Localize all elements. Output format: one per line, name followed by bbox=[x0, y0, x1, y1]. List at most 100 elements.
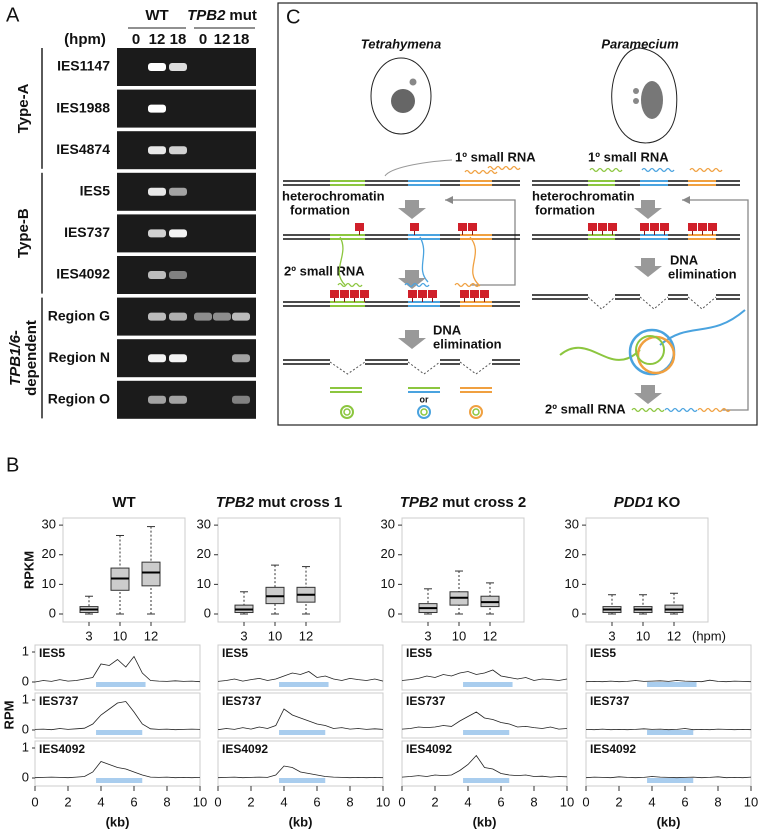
excision-gap bbox=[459, 361, 493, 375]
chart-title: WT bbox=[112, 494, 135, 511]
x-tick-label: 3 bbox=[85, 628, 92, 643]
ies-region bbox=[647, 778, 694, 783]
heterochromatin-mark bbox=[480, 290, 489, 298]
x-axis-label: (kb) bbox=[657, 814, 681, 829]
excised-circle bbox=[417, 405, 431, 419]
ies-region bbox=[279, 778, 326, 783]
x-tick-label: 6 bbox=[130, 794, 137, 809]
row-label: IES5 bbox=[80, 183, 111, 199]
excision-gap bbox=[407, 361, 441, 375]
gel-band bbox=[232, 354, 250, 363]
coverage-trace bbox=[585, 728, 752, 731]
group-text: Type-A bbox=[15, 83, 32, 133]
excised-circle bbox=[635, 335, 665, 365]
step-label: 1º small RNA bbox=[588, 149, 669, 164]
x-tick-label: 0 bbox=[398, 794, 405, 809]
y-tick-label: 0 bbox=[49, 605, 56, 620]
x-tick-label: 10 bbox=[376, 794, 390, 809]
trace-frame bbox=[401, 644, 568, 691]
gel-band bbox=[232, 395, 250, 404]
x-tick-label: 3 bbox=[424, 628, 431, 643]
chart-title: TPB2 mut cross 2 bbox=[400, 494, 527, 511]
gene: TPB2 bbox=[400, 494, 439, 511]
x-tick-label: 0 bbox=[214, 794, 221, 809]
excision-gap bbox=[329, 361, 366, 375]
y-tick-label: 0 bbox=[388, 605, 395, 620]
coverage-trace bbox=[401, 711, 568, 730]
y-tick-label: 10 bbox=[197, 576, 211, 591]
x-tick-label: 6 bbox=[681, 794, 688, 809]
x-tick-label: 8 bbox=[163, 794, 170, 809]
y-tick-label: 1 bbox=[22, 691, 29, 706]
y-tick-label: 20 bbox=[381, 546, 395, 561]
step-label: DNA bbox=[670, 252, 699, 267]
lane-label: 0 bbox=[199, 31, 207, 48]
heterochromatin-mark bbox=[598, 223, 607, 231]
lane-label: 0 bbox=[132, 31, 140, 48]
gel-band bbox=[148, 187, 166, 196]
y-tick-label: 30 bbox=[42, 517, 56, 532]
ies-region bbox=[647, 730, 694, 735]
x-tick-label: 12 bbox=[483, 628, 497, 643]
heterochromatin-mark bbox=[355, 223, 364, 231]
x-axis-label: (kb) bbox=[473, 814, 497, 829]
gel-band bbox=[169, 271, 187, 279]
x-tick-label: 8 bbox=[714, 794, 721, 809]
gene: TPB1/6 bbox=[7, 334, 24, 386]
small-rna bbox=[664, 407, 698, 413]
arrowhead bbox=[682, 196, 690, 204]
y-tick-label: 10 bbox=[381, 576, 395, 591]
hours-label: (hpm) bbox=[64, 31, 106, 48]
small-rna bbox=[697, 407, 731, 413]
row-label: Region N bbox=[49, 349, 110, 365]
y-axis-label: RPKM bbox=[21, 551, 36, 589]
step-arrow bbox=[634, 258, 662, 277]
step-label: elimination bbox=[668, 266, 737, 281]
x-tick-label: 10 bbox=[113, 628, 127, 643]
x-tick-label: 10 bbox=[452, 628, 466, 643]
gel-band bbox=[148, 271, 166, 279]
feedback-arrow bbox=[682, 199, 749, 411]
gel-band bbox=[169, 395, 187, 404]
y-tick-label: 20 bbox=[565, 546, 579, 561]
step-label: heterochromatin bbox=[282, 188, 385, 203]
heterochromatin-mark bbox=[660, 223, 669, 231]
ies-label: IES5 bbox=[39, 646, 65, 660]
heterochromatin-mark bbox=[340, 290, 349, 298]
ies-region bbox=[463, 682, 513, 687]
micronucleus bbox=[409, 78, 417, 86]
y-tick-label: 0 bbox=[204, 605, 211, 620]
row-label: IES4874 bbox=[56, 141, 110, 157]
gel-band bbox=[148, 229, 166, 238]
row-label: IES1147 bbox=[57, 58, 110, 74]
ies-label: IES737 bbox=[222, 694, 262, 708]
x-tick-label: 3 bbox=[608, 628, 615, 643]
x-tick-label: 10 bbox=[268, 628, 282, 643]
x-tick-label: 2 bbox=[431, 794, 438, 809]
heterochromatin-mark bbox=[460, 290, 469, 298]
macronucleus bbox=[641, 81, 663, 119]
panel-c: Tetrahymena Paramecium 1º small RNA hete… bbox=[282, 36, 749, 419]
x-tick-label: 0 bbox=[582, 794, 589, 809]
group-label: Type-B bbox=[15, 208, 32, 258]
gel-band bbox=[169, 229, 187, 238]
ies-region bbox=[96, 682, 146, 687]
coverage-trace bbox=[34, 655, 201, 683]
x-tick-label: 6 bbox=[313, 794, 320, 809]
row-label: Region O bbox=[48, 391, 110, 407]
trace-frame bbox=[34, 644, 201, 691]
transcript bbox=[659, 309, 746, 346]
genotype: TPB2 mut bbox=[187, 7, 257, 24]
transcript bbox=[338, 236, 346, 286]
gel-band bbox=[169, 312, 187, 321]
gene: PDD1 bbox=[614, 494, 654, 511]
trace-frame bbox=[401, 692, 568, 739]
x-tick-label: 12 bbox=[667, 628, 681, 643]
x-tick-label: 4 bbox=[648, 794, 655, 809]
step-label: formation bbox=[290, 202, 350, 217]
lane-label: 18 bbox=[170, 31, 187, 48]
gel-band bbox=[232, 312, 250, 321]
small-rna bbox=[454, 282, 480, 288]
gene: TPB2 bbox=[216, 494, 255, 511]
